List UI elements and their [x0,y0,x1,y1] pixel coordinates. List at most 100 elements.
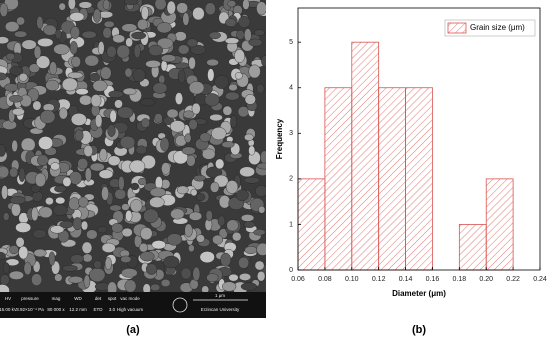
grain [135,145,147,155]
grain [89,162,105,172]
grain [116,44,130,59]
grain [90,94,102,108]
info-value: 12.2 mm [69,307,87,312]
grain [31,206,39,222]
grain [217,215,226,227]
grain [67,0,76,10]
grain [154,0,167,11]
grain [129,159,146,174]
grain [70,113,87,126]
info-bar [0,292,266,318]
grain [232,231,242,242]
grain [195,193,206,202]
grain [15,222,32,233]
grain [184,133,192,143]
grain [122,87,137,96]
grain [89,72,101,82]
grain [188,81,205,95]
grain [199,251,215,263]
caption-b: (b) [412,324,426,336]
grain [174,92,183,105]
grain [38,206,53,219]
grain [150,283,161,291]
grain [81,30,97,39]
info-value: High vacuum [117,307,144,312]
grain [4,83,19,92]
grain [125,210,133,222]
grain [11,202,21,217]
info-label: det [95,296,102,301]
info-value: ETD [94,307,104,312]
grain [248,145,256,156]
grain [201,285,210,292]
grain [170,208,185,220]
grain [183,110,195,119]
bar [405,87,433,271]
grain [9,167,19,178]
grain [228,83,238,92]
grain [145,60,161,68]
grain [254,260,265,271]
x-tick-label: 0.20 [479,276,493,283]
grain [222,281,237,292]
grain [52,204,68,216]
grain [107,155,121,166]
grain [109,109,117,123]
grain [106,45,117,58]
grain [215,158,225,170]
grain [210,181,220,193]
grain [101,242,116,253]
grain [83,274,91,289]
grain [69,40,78,55]
y-tick-label: 3 [289,130,293,137]
grain [49,61,58,76]
caption-a: (a) [126,324,140,336]
grain [124,67,133,78]
grain [184,223,193,238]
grain [243,221,256,228]
grain [160,279,171,287]
grain [141,118,151,128]
grain [81,220,89,231]
grain [50,225,65,234]
grain [196,234,205,243]
grain [32,229,47,239]
grain [103,20,115,28]
grain [155,176,163,190]
legend-label: Grain size (μm) [470,23,525,32]
grain [33,248,47,258]
grain [31,273,42,286]
grain [156,22,172,34]
x-tick-label: 0.06 [291,276,305,283]
grain [8,95,23,103]
grain [99,148,108,162]
grain [68,197,81,211]
grain [114,188,127,200]
grain [205,210,213,222]
grain [81,241,93,254]
grain [101,186,109,201]
grain [123,0,139,5]
grain [174,31,187,42]
grain [43,24,57,36]
grain [3,212,10,221]
grain [1,185,9,200]
grain [54,185,67,193]
info-bar-texts: HV 15.00 kV pressure 3.92×10⁻⁴ Pa mag 80 000 … [0,296,143,312]
grain [16,16,25,26]
grain [31,190,44,202]
grain [238,256,250,269]
grain [107,281,118,292]
grain [112,34,126,44]
grain [121,23,138,33]
grain [36,55,51,69]
grain [160,54,177,63]
grain [2,262,10,274]
info-value: 3.0 [109,307,116,312]
grain [11,108,25,116]
grain [149,196,165,208]
grain [228,273,239,282]
grain [121,227,133,238]
grain [202,148,216,160]
